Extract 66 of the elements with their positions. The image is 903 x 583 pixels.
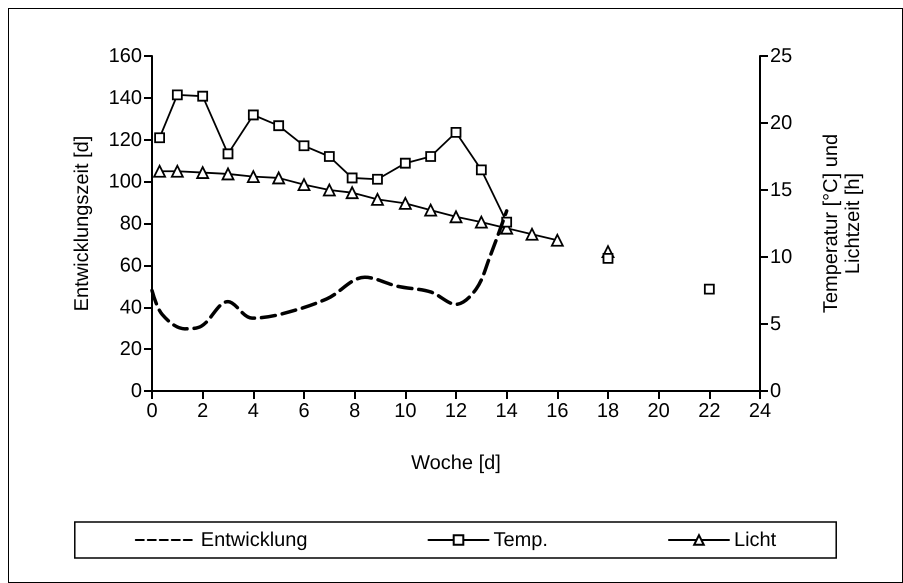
y2-tick-label: 15 <box>770 179 792 201</box>
point <box>526 228 538 241</box>
point <box>222 148 234 160</box>
point <box>450 126 462 138</box>
y-tick-label: 100 <box>108 170 142 193</box>
point <box>346 186 359 200</box>
point <box>372 174 383 185</box>
y-tick-label: 140 <box>108 86 142 109</box>
point <box>197 90 208 102</box>
y-tick-label: 40 <box>120 296 142 318</box>
x-axis-title: Woche [d] <box>411 452 501 474</box>
point <box>346 172 358 184</box>
point <box>550 234 564 247</box>
y-tick-label: 0 <box>130 380 142 402</box>
point <box>424 204 438 216</box>
y-tick-label: 20 <box>120 338 142 360</box>
y2-tick-label: 0 <box>770 380 782 402</box>
x-tick-label: 16 <box>546 400 568 422</box>
legend-label: Licht <box>734 529 777 551</box>
point <box>172 89 183 100</box>
legend-label: Entwicklung <box>200 529 308 551</box>
point <box>450 210 462 224</box>
legend-label: Temp. <box>494 529 548 551</box>
point <box>398 197 412 210</box>
y2-axis-title: Temperatur [°C] und Lichtzeit [h] <box>820 134 864 314</box>
point <box>273 120 284 132</box>
x-tick-label: 20 <box>648 400 670 422</box>
point <box>196 166 210 179</box>
point <box>153 164 166 178</box>
point <box>704 284 715 295</box>
y2-tick-label: 5 <box>770 313 782 335</box>
y-tick-label: 60 <box>120 254 142 276</box>
point <box>425 151 436 162</box>
x-tick-label: 10 <box>394 400 416 422</box>
point <box>371 192 384 206</box>
point <box>400 158 411 169</box>
point <box>324 151 335 162</box>
point <box>602 252 614 264</box>
x-tick-label: 14 <box>496 400 518 422</box>
x-tick-label: 2 <box>197 400 208 422</box>
point <box>298 178 310 192</box>
x-tick-label: 18 <box>596 400 620 422</box>
point <box>474 216 488 229</box>
y-tick-label: 80 <box>120 212 142 234</box>
point <box>222 168 234 180</box>
y-tick-label: 160 <box>108 45 142 67</box>
x-tick-label: 8 <box>349 400 360 422</box>
x-tick-label: 0 <box>146 400 158 422</box>
x-tick-label: 6 <box>298 400 310 422</box>
point <box>322 184 336 196</box>
y-axis-title: Entwicklungszeit [d] <box>71 136 93 312</box>
x-tick-label: 12 <box>444 400 468 422</box>
y2-tick-label: 20 <box>770 112 792 134</box>
point <box>246 170 260 183</box>
point <box>272 172 286 184</box>
point <box>170 164 184 178</box>
y2-tick-label: 10 <box>770 246 792 268</box>
point <box>154 132 165 144</box>
y-tick-label: 120 <box>108 128 142 151</box>
x-tick-label: 22 <box>698 400 720 422</box>
x-tick-label: 4 <box>248 400 259 422</box>
point <box>248 110 259 120</box>
point <box>298 140 310 152</box>
point <box>476 164 487 176</box>
y2-tick-label: 25 <box>770 45 792 67</box>
x-tick-label: 24 <box>748 400 772 422</box>
